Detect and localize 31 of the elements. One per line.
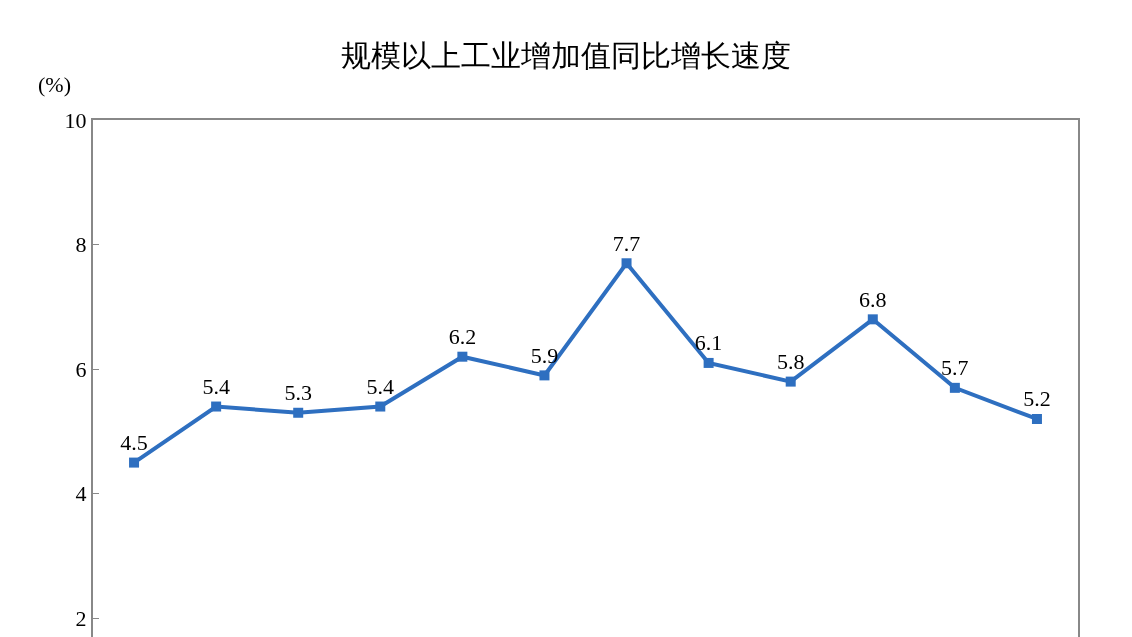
y-tick-label: 2 [75,606,87,632]
y-tick-label: 10 [64,107,87,133]
data-label: 5.7 [941,355,969,381]
y-tick-label: 6 [75,356,87,382]
data-label: 5.4 [366,373,395,399]
data-label: 5.9 [530,342,559,368]
data-label: 7.7 [612,230,641,256]
point [375,401,386,412]
data-label: 6.1 [694,330,723,356]
data-label: 4.5 [120,429,148,455]
chart-title: 规模以上工业增加值同比增长速度 [341,37,791,73]
point [949,382,960,393]
y-tick-label: 8 [75,232,87,258]
y-axis-title: (%) [38,72,71,97]
point [1031,413,1042,424]
point [621,258,632,269]
point [703,357,714,368]
y-tick-label: 4 [75,481,87,507]
data-label: 5.4 [202,373,230,399]
point [785,376,796,387]
point [211,401,222,412]
data-label: 6.8 [859,286,887,312]
data-label: 5.2 [1023,386,1051,412]
data-label: 5.8 [776,348,805,374]
point [457,351,468,362]
point [293,407,304,418]
point [867,314,878,325]
point [539,370,550,381]
data-label: 6.2 [448,323,477,349]
data-label: 5.3 [284,380,312,406]
point [129,457,140,468]
